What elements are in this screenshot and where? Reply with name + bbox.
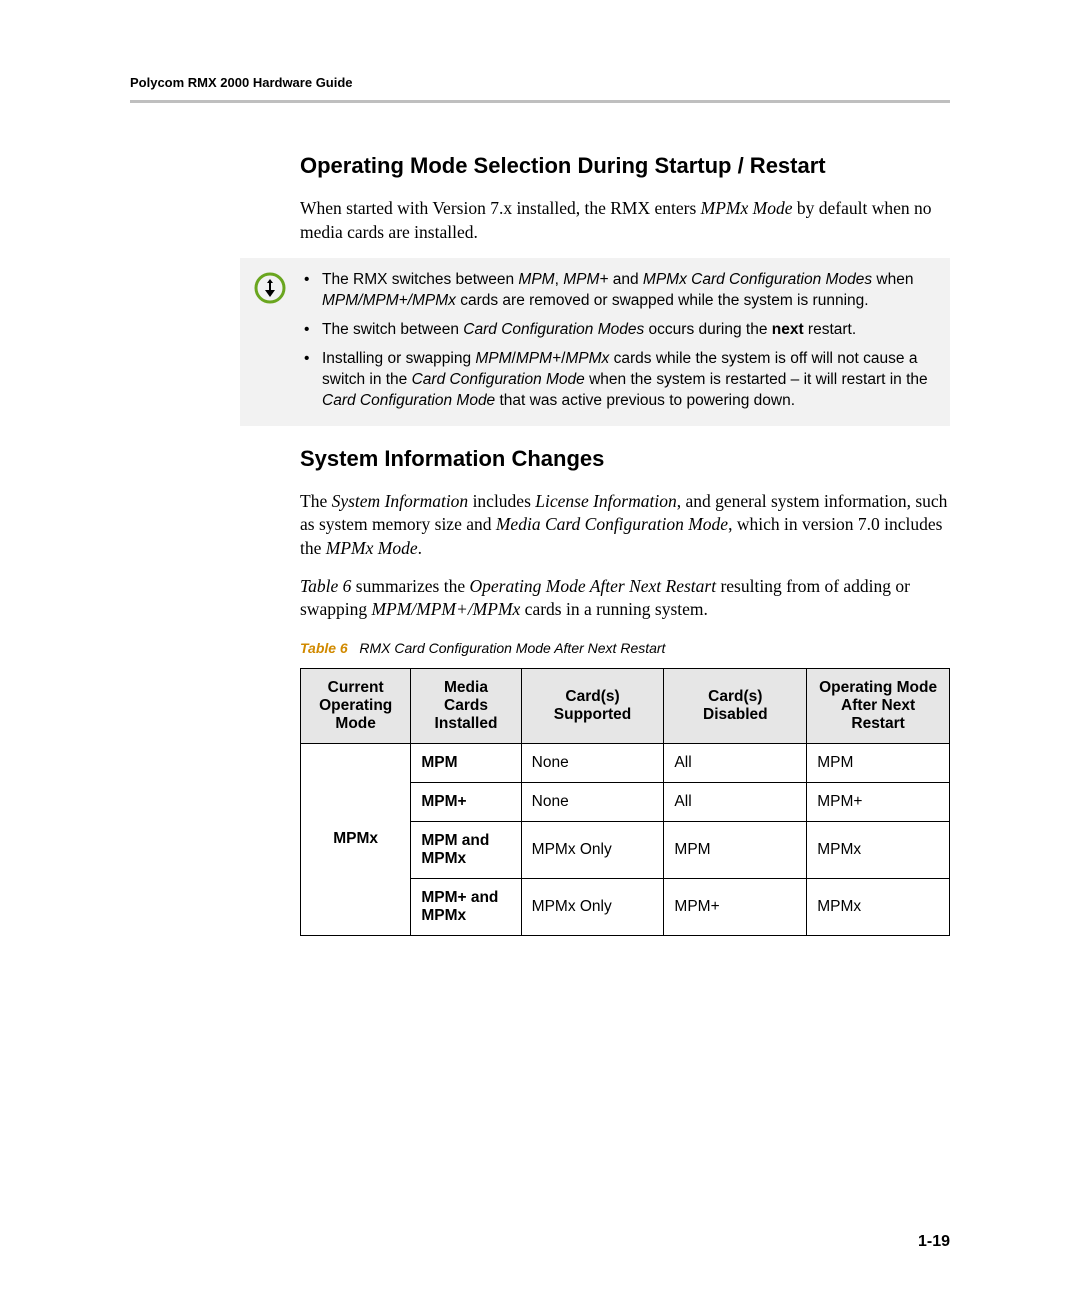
cell-supported: MPMx Only	[521, 878, 664, 935]
note-text: Installing or swapping MPM/MPM+/MPMx car…	[322, 349, 936, 412]
note-item: •Installing or swapping MPM/MPM+/MPMx ca…	[304, 349, 936, 412]
table-caption: Table 6 RMX Card Configuration Mode Afte…	[300, 640, 950, 656]
table-header-cell: Current Operating Mode	[301, 668, 411, 743]
cell-supported: None	[521, 782, 664, 821]
rowgroup-label: MPMx	[301, 743, 411, 935]
cell-supported: MPMx Only	[521, 821, 664, 878]
section1-title: Operating Mode Selection During Startup …	[300, 153, 950, 179]
cell-after: MPMx	[807, 878, 950, 935]
table-label: Table 6	[300, 640, 348, 656]
note-list: •The RMX switches between MPM, MPM+ and …	[304, 270, 936, 412]
running-header: Polycom RMX 2000 Hardware Guide	[130, 75, 950, 90]
cell-after: MPM+	[807, 782, 950, 821]
cell-disabled: All	[664, 782, 807, 821]
cell-media: MPM+	[411, 782, 521, 821]
note-icon	[254, 272, 286, 304]
header-rule	[130, 100, 950, 103]
section2-para2: Table 6 summarizes the Operating Mode Af…	[300, 575, 950, 622]
table-header-cell: Operating Mode After Next Restart	[807, 668, 950, 743]
bullet-icon: •	[304, 349, 322, 412]
page-number: 1-19	[918, 1233, 950, 1251]
table-header-cell: Media Cards Installed	[411, 668, 521, 743]
note-text: The switch between Card Configuration Mo…	[322, 320, 936, 341]
page: Polycom RMX 2000 Hardware Guide Operatin…	[0, 0, 1080, 1306]
cell-after: MPMx	[807, 821, 950, 878]
section1-para: When started with Version 7.x installed,…	[300, 197, 950, 244]
cell-media: MPM	[411, 743, 521, 782]
cell-disabled: MPM+	[664, 878, 807, 935]
cell-disabled: MPM	[664, 821, 807, 878]
table-caption-text: RMX Card Configuration Mode After Next R…	[359, 640, 665, 656]
note-item: •The switch between Card Configuration M…	[304, 320, 936, 341]
cell-media: MPM+ and MPMx	[411, 878, 521, 935]
section2-title: System Information Changes	[300, 446, 950, 472]
table-header-cell: Card(s) Disabled	[664, 668, 807, 743]
bullet-icon: •	[304, 320, 322, 341]
cell-after: MPM	[807, 743, 950, 782]
table-header-cell: Card(s) Supported	[521, 668, 664, 743]
bullet-icon: •	[304, 270, 322, 312]
cell-supported: None	[521, 743, 664, 782]
content-area: Operating Mode Selection During Startup …	[300, 153, 950, 936]
cell-media: MPM and MPMx	[411, 821, 521, 878]
note-item: •The RMX switches between MPM, MPM+ and …	[304, 270, 936, 312]
note-text: The RMX switches between MPM, MPM+ and M…	[322, 270, 936, 312]
cell-disabled: All	[664, 743, 807, 782]
table-row: MPMxMPMNoneAllMPM	[301, 743, 950, 782]
section2-para1: The System Information includes License …	[300, 490, 950, 561]
config-table: Current Operating ModeMedia Cards Instal…	[300, 668, 950, 936]
note-box: •The RMX switches between MPM, MPM+ and …	[240, 258, 950, 426]
